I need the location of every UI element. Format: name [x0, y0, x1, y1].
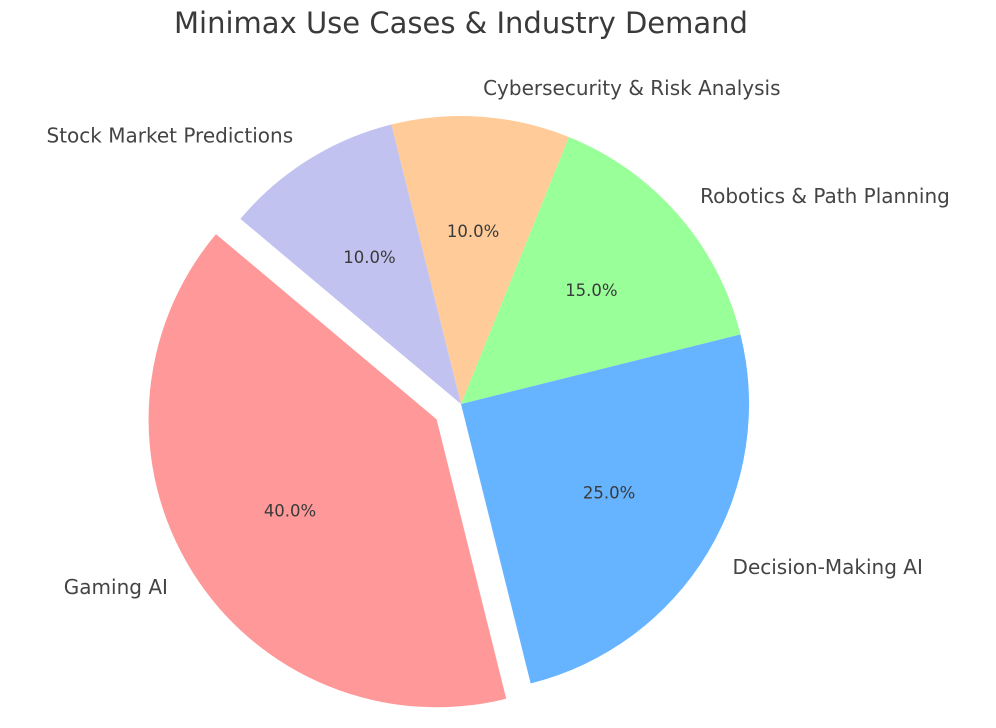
pie-slices — [148, 116, 749, 708]
pie-slice-gaming-ai — [148, 234, 507, 708]
percent-label-robotics-path-planning: 15.0% — [565, 281, 617, 300]
pie-slice-robotics-path-planning — [461, 136, 741, 404]
pie-slice-stock-market-predictions — [240, 124, 461, 404]
category-label-cybersecurity-risk-analysis: Cybersecurity & Risk Analysis — [483, 76, 780, 100]
category-label-decision-making-ai: Decision-Making AI — [733, 555, 923, 579]
pie-slice-decision-making-ai — [461, 334, 749, 684]
category-label-gaming-ai: Gaming AI — [64, 575, 168, 599]
percent-label-gaming-ai: 40.0% — [264, 501, 316, 520]
pie-slice-cybersecurity-risk-analysis — [391, 116, 569, 405]
percent-label-stock-market-predictions: 10.0% — [343, 248, 395, 267]
percent-label-decision-making-ai: 25.0% — [583, 483, 635, 502]
chart-title: Minimax Use Cases & Industry Demand — [174, 6, 748, 40]
category-label-robotics-path-planning: Robotics & Path Planning — [700, 184, 950, 208]
percent-labels: 40.0% 25.0% 15.0% 10.0% 10.0% — [264, 222, 636, 520]
category-label-stock-market-predictions: Stock Market Predictions — [47, 123, 294, 147]
category-labels: Gaming AI Decision-Making AI Robotics & Pa… — [47, 76, 950, 599]
percent-label-cybersecurity-risk-analysis: 10.0% — [447, 222, 499, 241]
